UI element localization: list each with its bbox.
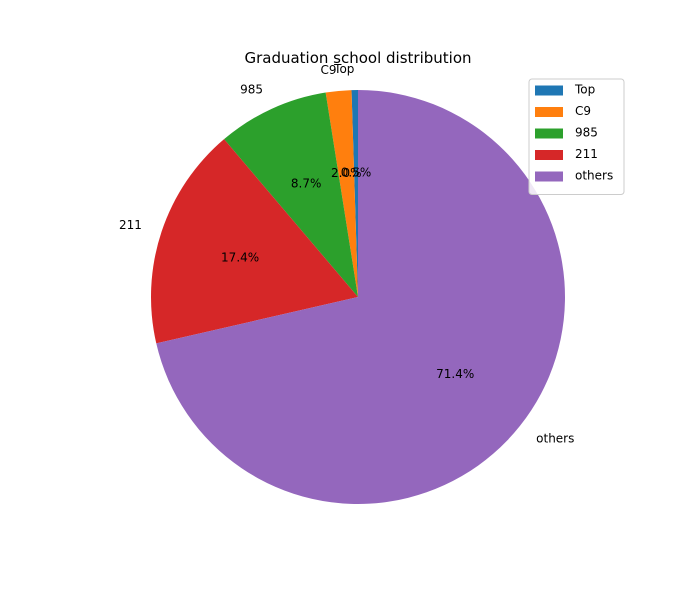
pie-slice-c9 xyxy=(325,90,358,297)
legend-label-top: Top xyxy=(574,83,595,97)
slice-label-others: others xyxy=(536,431,574,445)
legend-label-c9: C9 xyxy=(575,104,591,118)
percent-label-top: 0.5% xyxy=(341,165,372,179)
percent-label-others: 71.4% xyxy=(436,367,474,381)
percent-label-985: 8.7% xyxy=(291,177,322,191)
pie-slice-top xyxy=(351,90,358,297)
pie-slice-others xyxy=(156,90,565,504)
legend-swatch-top xyxy=(535,85,563,96)
slice-label-c9: C9 xyxy=(321,63,337,77)
slice-label-top: Top xyxy=(333,62,354,76)
legend-label-211: 211 xyxy=(575,147,598,161)
legend-swatch-others xyxy=(535,171,563,182)
legend-swatch-211 xyxy=(535,150,563,160)
pie-slice-211 xyxy=(150,139,358,344)
chart-title: Graduation school distribution xyxy=(244,49,471,67)
percent-labels: 0.5%2.0% 8.7% 17.4% 71.4% xyxy=(221,165,474,381)
legend-swatch-985 xyxy=(535,128,563,139)
legend: Top C9 985 211 others xyxy=(528,78,625,195)
legend-label-others: others xyxy=(575,169,613,183)
percent-label-211: 17.4% xyxy=(221,250,259,264)
slice-label-985: 985 xyxy=(240,83,263,97)
pie-slice-985 xyxy=(224,92,358,297)
slice-label-211: 211 xyxy=(119,218,142,232)
percent-label-c9: 2.0% xyxy=(331,166,362,180)
legend-swatch-c9 xyxy=(535,107,563,117)
legend-label-985: 985 xyxy=(575,126,598,140)
pie-slices xyxy=(150,90,565,504)
